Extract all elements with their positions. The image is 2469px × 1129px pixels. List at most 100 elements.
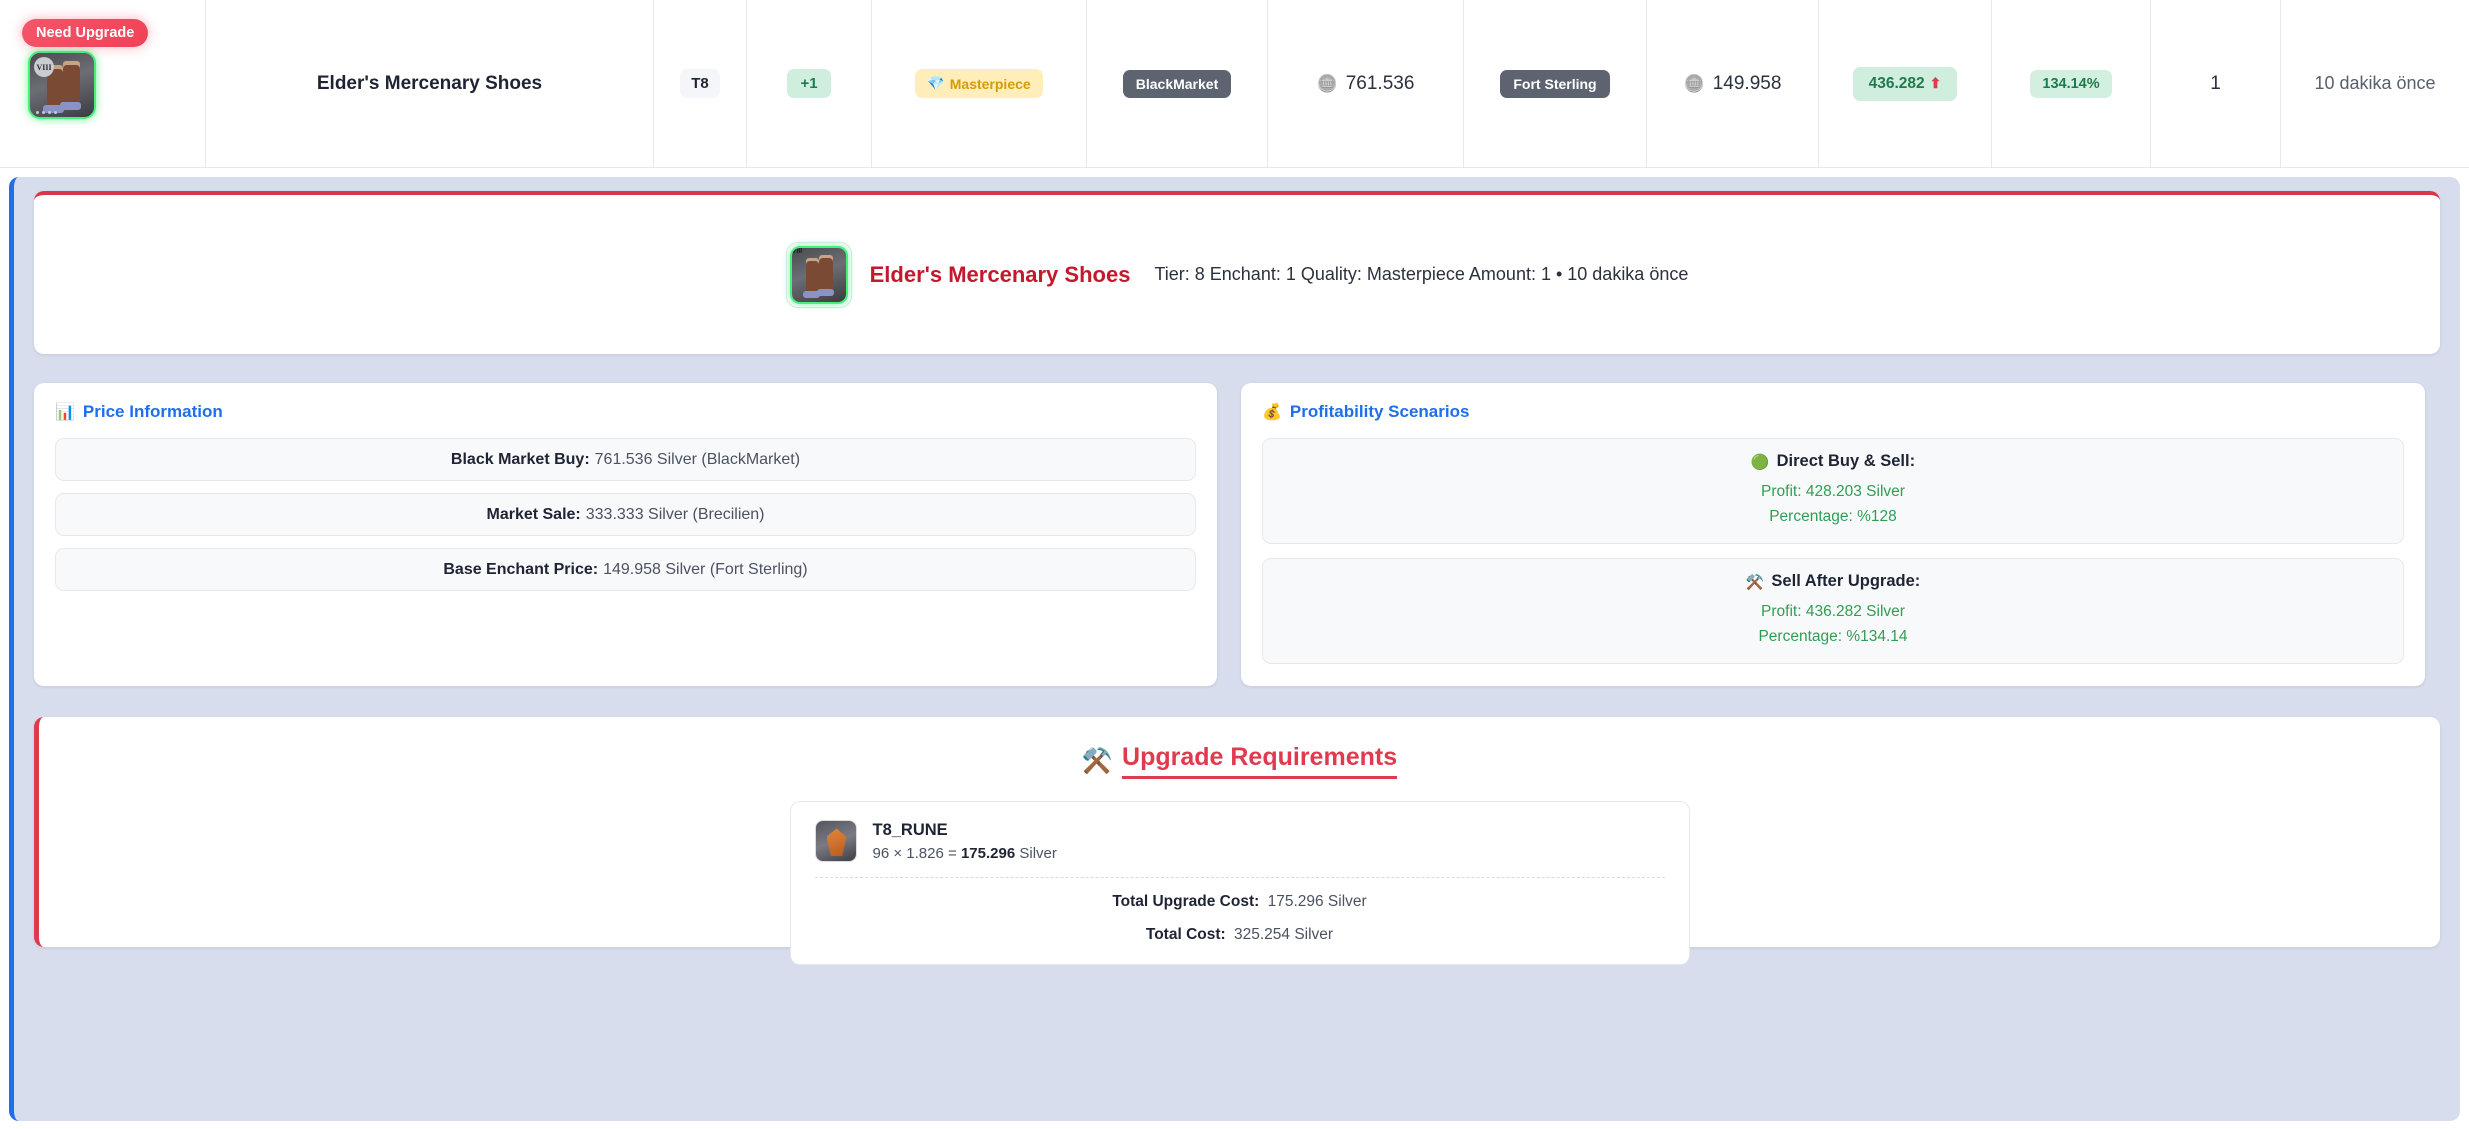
cell-amount: 1 bbox=[2151, 0, 2281, 167]
black-market-price-number: 761.536 bbox=[1345, 72, 1415, 94]
quality-dot-icon bbox=[42, 111, 45, 114]
rune-icon[interactable] bbox=[814, 820, 857, 863]
bar-chart-icon: 📊 bbox=[55, 404, 75, 421]
cell-city: Fort Sterling bbox=[1464, 0, 1647, 167]
tier-chip: T8 bbox=[680, 69, 720, 98]
quality-dot-icon bbox=[36, 111, 39, 114]
cell-market: BlackMarket bbox=[1087, 0, 1268, 167]
cell-black-market-price: 🪙 761.536 bbox=[1268, 0, 1464, 167]
price-information-title: 📊 Price Information bbox=[55, 402, 1196, 422]
cell-percent: 134.14% bbox=[1992, 0, 2151, 167]
enchant-chip: +1 bbox=[787, 69, 831, 98]
total-cost-label: Total Cost: bbox=[1145, 926, 1226, 944]
material-quantity: 96 bbox=[872, 844, 890, 862]
cell-profit: 436.282 ⬆ bbox=[1819, 0, 1992, 167]
scenario-title: 🟢 Direct Buy & Sell: bbox=[1273, 452, 2393, 471]
hammer-and-pick-icon: ⚒️ bbox=[1745, 573, 1765, 591]
total-cost-value: 325.254 Silver bbox=[1234, 926, 1334, 944]
total-upgrade-cost-value: 175.296 Silver bbox=[1267, 893, 1367, 911]
scenario-profit: Profit: 436.282 Silver bbox=[1761, 603, 1905, 621]
base-enchant-price-number: 149.958 bbox=[1712, 72, 1782, 94]
cell-item-name: Elder's Mercenary Shoes bbox=[206, 0, 654, 167]
profitability-scenarios-title: 💰 Profitability Scenarios bbox=[1262, 402, 2404, 422]
total-cost-row: Total Cost: 325.254 Silver bbox=[815, 926, 1665, 944]
scenario-direct-buy-sell: 🟢 Direct Buy & Sell: Profit: 428.203 Sil… bbox=[1262, 438, 2404, 545]
scenario-percentage: Percentage: %134.14 bbox=[1758, 628, 1908, 646]
price-row-market-sale: Market Sale: 333.333 Silver (Brecilien) bbox=[55, 493, 1196, 536]
boot-sole-icon bbox=[43, 105, 64, 113]
boot-sole-icon bbox=[816, 288, 834, 296]
price-row-value: 333.333 Silver (Brecilien) bbox=[585, 505, 765, 523]
quality-dot-icon bbox=[54, 111, 57, 114]
material-calculation: 96 × 1.826 = 175.296 Silver bbox=[873, 845, 1057, 862]
quality-label: Masterpiece bbox=[949, 75, 1031, 92]
price-row-label: Black Market Buy: bbox=[450, 450, 590, 468]
profitability-scenarios-panel: 💰 Profitability Scenarios 🟢 Direct Buy &… bbox=[1241, 383, 2425, 687]
upgrade-requirements-title: ⚒️ Upgrade Requirements bbox=[39, 717, 2440, 780]
price-row-value: 761.536 Silver (BlackMarket) bbox=[594, 450, 801, 468]
detail-item-meta: Tier: 8 Enchant: 1 Quality: Masterpiece … bbox=[1154, 264, 1689, 284]
scenario-title-text: Direct Buy & Sell: bbox=[1776, 452, 1916, 470]
item-header-card: VIII Elder's Mercenary Shoes Tier: 8 Enc… bbox=[34, 191, 2440, 354]
material-row: T8_RUNE 96 × 1.826 = 175.296 Silver bbox=[814, 820, 1665, 863]
price-row-label: Base Enchant Price: bbox=[443, 560, 599, 578]
boot-icon bbox=[805, 260, 819, 294]
quality-chip: 💎 Masterpiece bbox=[915, 69, 1043, 98]
elder-mercenary-shoes-icon[interactable]: VIII bbox=[28, 51, 96, 119]
detail-item-title: Elder's Mercenary Shoes bbox=[869, 261, 1131, 287]
cell-quality: 💎 Masterpiece bbox=[872, 0, 1087, 167]
item-detail-panel: VIII Elder's Mercenary Shoes Tier: 8 Enc… bbox=[9, 177, 2460, 1121]
scenario-percentage: Percentage: %128 bbox=[1769, 508, 1897, 526]
city-chip: Fort Sterling bbox=[1500, 69, 1610, 98]
time-ago-value: 10 dakika önce bbox=[2314, 73, 2436, 93]
tier-roman-label: VIII bbox=[791, 247, 803, 255]
scenario-sell-after-upgrade: ⚒️ Sell After Upgrade: Profit: 436.282 S… bbox=[1262, 558, 2404, 665]
gem-icon: 💎 bbox=[927, 75, 945, 91]
price-row-value: 149.958 Silver (Fort Sterling) bbox=[603, 560, 808, 578]
material-card: T8_RUNE 96 × 1.826 = 175.296 Silver Tota… bbox=[789, 801, 1690, 966]
tier-roman-label: VIII bbox=[34, 57, 54, 77]
profitability-title-text: Profitability Scenarios bbox=[1289, 402, 1470, 421]
upgrade-requirements-title-text: Upgrade Requirements bbox=[1122, 743, 1398, 780]
silver-coin-icon: 🪙 bbox=[1316, 73, 1338, 93]
black-market-price-value: 🪙 761.536 bbox=[1317, 73, 1415, 95]
item-header-inner: VIII Elder's Mercenary Shoes Tier: 8 Enc… bbox=[785, 241, 1689, 308]
material-currency: Silver bbox=[1019, 844, 1057, 862]
scenario-profit: Profit: 428.203 Silver bbox=[1761, 483, 1905, 500]
detail-panels-row: 📊 Price Information Black Market Buy: 76… bbox=[34, 383, 2440, 687]
price-row-black-market-buy: Black Market Buy: 761.536 Silver (BlackM… bbox=[55, 438, 1196, 481]
amount-value: 1 bbox=[2210, 72, 2221, 94]
profit-badge: 436.282 ⬆ bbox=[1852, 66, 1958, 101]
status-badge: Need Upgrade bbox=[22, 19, 149, 47]
scenario-title-text: Sell After Upgrade: bbox=[1771, 572, 1921, 591]
total-upgrade-cost-row: Total Upgrade Cost: 175.296 Silver bbox=[815, 893, 1665, 911]
base-enchant-price-value: 🪙 149.958 bbox=[1684, 73, 1782, 95]
boot-icon bbox=[818, 257, 833, 294]
arrow-up-icon: ⬆ bbox=[1929, 75, 1942, 91]
item-icon-wrap: Need Upgrade VIII bbox=[18, 11, 149, 156]
money-bag-icon: 💰 bbox=[1262, 404, 1282, 421]
boot-sole-icon bbox=[802, 290, 820, 298]
price-information-title-text: Price Information bbox=[82, 402, 223, 421]
cell-item-icon: Need Upgrade VIII bbox=[0, 0, 206, 167]
profit-value: 436.282 bbox=[1868, 74, 1925, 92]
cell-tier: T8 bbox=[654, 0, 747, 167]
quality-dot-icon bbox=[48, 111, 51, 114]
green-circle-icon: 🟢 bbox=[1750, 453, 1770, 471]
cell-base-enchant-price: 🪙 149.958 bbox=[1647, 0, 1819, 167]
boot-icon bbox=[63, 65, 80, 109]
detail-item-icon-box: VIII bbox=[785, 241, 852, 308]
boot-sole-icon bbox=[60, 102, 81, 110]
elder-mercenary-shoes-icon[interactable]: VIII bbox=[789, 245, 848, 304]
multiply-symbol: × bbox=[893, 844, 903, 862]
material-divider bbox=[814, 877, 1665, 879]
total-upgrade-cost-label: Total Upgrade Cost: bbox=[1112, 893, 1260, 911]
upgrade-requirements-card: ⚒️ Upgrade Requirements T8_RUNE 96 × 1.8… bbox=[34, 717, 2440, 966]
item-table-row[interactable]: Need Upgrade VIII Elder's Mercenary Shoe… bbox=[0, 0, 2469, 168]
equals-symbol: = bbox=[948, 844, 957, 862]
material-name: T8_RUNE bbox=[872, 820, 948, 839]
hammer-and-pick-icon: ⚒️ bbox=[1081, 746, 1114, 775]
price-row-label: Market Sale: bbox=[486, 505, 581, 523]
market-chip: BlackMarket bbox=[1122, 69, 1232, 98]
boot-icon bbox=[47, 69, 63, 109]
